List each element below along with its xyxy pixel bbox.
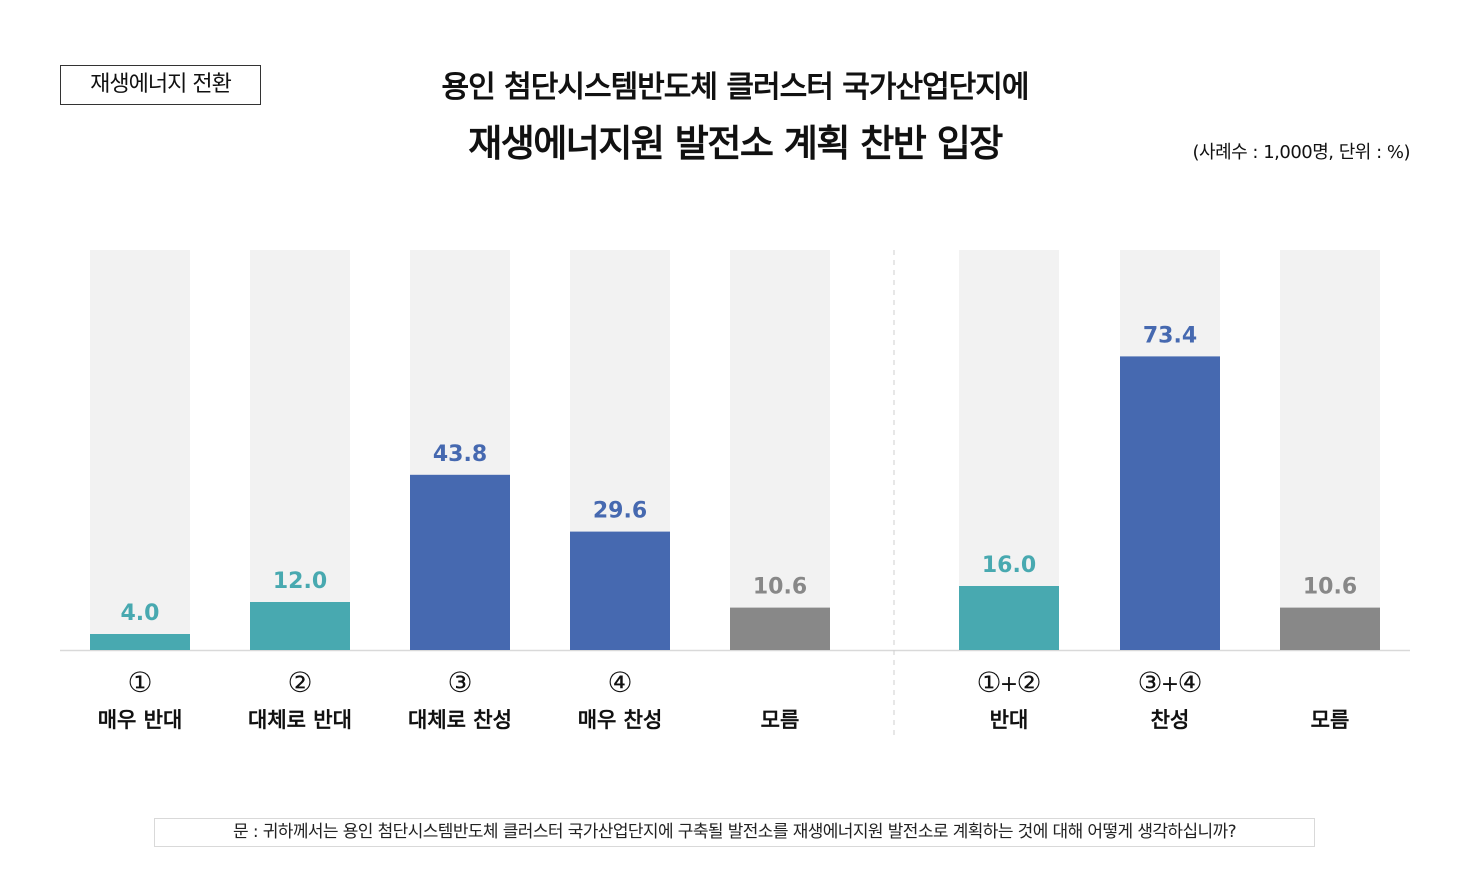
- category-number: ②: [1016, 666, 1041, 699]
- bar-track: [90, 250, 190, 650]
- category-number: ①: [976, 666, 1001, 699]
- category-label: 대체로 찬성: [408, 708, 512, 732]
- bar-track: [730, 250, 830, 650]
- data-label: 12.0: [273, 569, 327, 594]
- data-label: 29.6: [593, 499, 647, 524]
- survey-question: 문 : 귀하께서는 용인 첨단시스템반도체 클러스터 국가산업단지에 구축될 발…: [154, 818, 1315, 847]
- category-number: ④: [1177, 666, 1202, 699]
- bar: [570, 531, 670, 650]
- data-label: 16.0: [982, 553, 1036, 578]
- bar-track: [250, 250, 350, 650]
- category-label: 매우 찬성: [578, 708, 663, 732]
- chart-title-line-2: 재생에너지원 발전소 계획 찬반 입장: [468, 122, 1003, 165]
- category-label: 반대: [990, 708, 1029, 732]
- data-label: 43.8: [433, 442, 487, 467]
- data-label: 4.0: [121, 601, 160, 626]
- bar-chart: 4.0 ① 매우 반대 12.0 ② 대체로 반대 43.8 ③ 대체로 찬성 29.6 ④ 매우 찬…: [60, 250, 1410, 735]
- category-number: ①: [127, 666, 152, 699]
- bar: [1280, 607, 1380, 650]
- bar: [730, 607, 830, 650]
- bar: [959, 586, 1059, 650]
- bar: [410, 474, 510, 650]
- unit-note: (사례수 : 1,000명, 단위 : %): [1192, 142, 1411, 163]
- data-label: 73.4: [1143, 323, 1197, 348]
- category-number: ②: [287, 666, 312, 699]
- category-number: ④: [607, 666, 632, 699]
- category-label: 모름: [761, 708, 800, 732]
- bar-track: [959, 250, 1059, 650]
- category-label: 매우 반대: [98, 708, 183, 732]
- category-label: 찬성: [1151, 708, 1190, 732]
- data-label: 10.6: [1303, 575, 1357, 600]
- chart-title-line-1: 용인 첨단시스템반도체 클러스터 국가산업단지에: [441, 70, 1030, 105]
- category-tag: 재생에너지 전환: [60, 65, 261, 105]
- data-label: 10.6: [753, 575, 807, 600]
- category-number: ③: [1137, 666, 1162, 699]
- category-number: ③: [447, 666, 472, 699]
- plus-sign: +: [1161, 672, 1179, 697]
- plus-sign: +: [1000, 672, 1018, 697]
- bar: [1120, 356, 1220, 650]
- bar: [250, 602, 350, 650]
- bar: [90, 634, 190, 650]
- bar-track: [1280, 250, 1380, 650]
- category-label: 모름: [1311, 708, 1350, 732]
- category-label: 대체로 반대: [248, 708, 352, 732]
